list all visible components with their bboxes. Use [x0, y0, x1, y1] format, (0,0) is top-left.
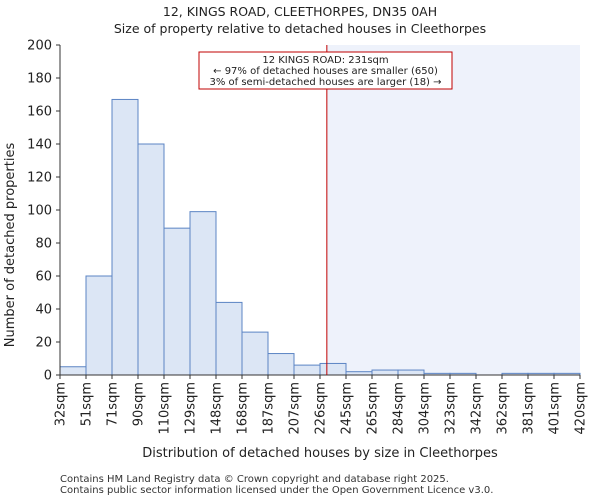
x-tick-label-304sqm: 304sqm [418, 382, 433, 435]
x-tick-label-110sqm: 110sqm [158, 382, 173, 435]
bar-284sqm [397, 369, 425, 376]
y-tick-label-40: 40 [35, 303, 52, 318]
x-tick-label-168sqm: 168sqm [236, 382, 251, 435]
bar-207sqm [293, 364, 321, 376]
bar-265sqm [371, 369, 399, 376]
bar-71sqm [111, 98, 139, 376]
bar-168sqm [241, 331, 269, 376]
bar-187sqm [267, 353, 295, 376]
x-tick-label-381sqm: 381sqm [522, 382, 537, 435]
x-tick-label-32sqm: 32sqm [54, 382, 69, 426]
chart-title: 12, KINGS ROAD, CLEETHORPES, DN35 0AH [162, 4, 438, 19]
bar-129sqm [189, 211, 217, 376]
y-tick-label-80: 80 [35, 237, 52, 252]
x-axis-label: Distribution of detached houses by size … [142, 446, 498, 461]
annotation-smaller: ← 97% of detached houses are smaller (65… [213, 66, 438, 77]
bar-148sqm [215, 301, 243, 376]
bar-226sqm [319, 362, 347, 376]
annotation-title: 12 KINGS ROAD: 231sqm [262, 55, 388, 66]
x-tick-label-129sqm: 129sqm [184, 382, 199, 435]
x-tick-label-401sqm: 401sqm [548, 382, 563, 435]
annotation-box [198, 51, 453, 90]
footer-licence: Contains public sector information licen… [60, 485, 494, 496]
annotation-larger: 3% of semi-detached houses are larger (1… [209, 77, 441, 88]
x-tick-label-245sqm: 245sqm [340, 382, 355, 435]
x-tick-label-284sqm: 284sqm [392, 382, 407, 435]
y-tick-label-120: 120 [27, 171, 52, 186]
bar-90sqm [137, 143, 165, 376]
y-tick-label-160: 160 [27, 105, 52, 120]
x-tick-label-420sqm: 420sqm [574, 382, 589, 435]
x-tick-label-323sqm: 323sqm [444, 382, 459, 435]
y-tick-label-20: 20 [35, 336, 52, 351]
x-tick-label-71sqm: 71sqm [106, 382, 121, 426]
y-axis-label: Number of detached properties [3, 143, 18, 348]
x-tick-label-207sqm: 207sqm [288, 382, 303, 435]
x-tick-label-362sqm: 362sqm [496, 382, 511, 435]
bar-32sqm [59, 366, 87, 376]
y-tick-label-60: 60 [35, 270, 52, 285]
x-tick-label-226sqm: 226sqm [314, 382, 329, 435]
larger-region-shade [326, 45, 580, 375]
y-tick-label-180: 180 [27, 72, 52, 87]
x-tick-label-342sqm: 342sqm [470, 382, 485, 435]
bar-51sqm [85, 275, 113, 376]
y-tick-label-100: 100 [27, 204, 52, 219]
y-tick-label-0: 0 [44, 369, 52, 384]
y-tick-label-140: 140 [27, 138, 52, 153]
chart-subtitle: Size of property relative to detached ho… [113, 21, 487, 36]
x-tick-label-51sqm: 51sqm [80, 382, 95, 426]
y-tick-label-200: 200 [27, 39, 52, 54]
x-tick-label-148sqm: 148sqm [210, 382, 225, 435]
x-tick-label-265sqm: 265sqm [366, 382, 381, 435]
x-tick-label-187sqm: 187sqm [262, 382, 277, 435]
x-tick-label-90sqm: 90sqm [132, 382, 147, 426]
footer-copyright: Contains HM Land Registry data © Crown c… [60, 474, 449, 485]
bar-110sqm [163, 227, 191, 376]
